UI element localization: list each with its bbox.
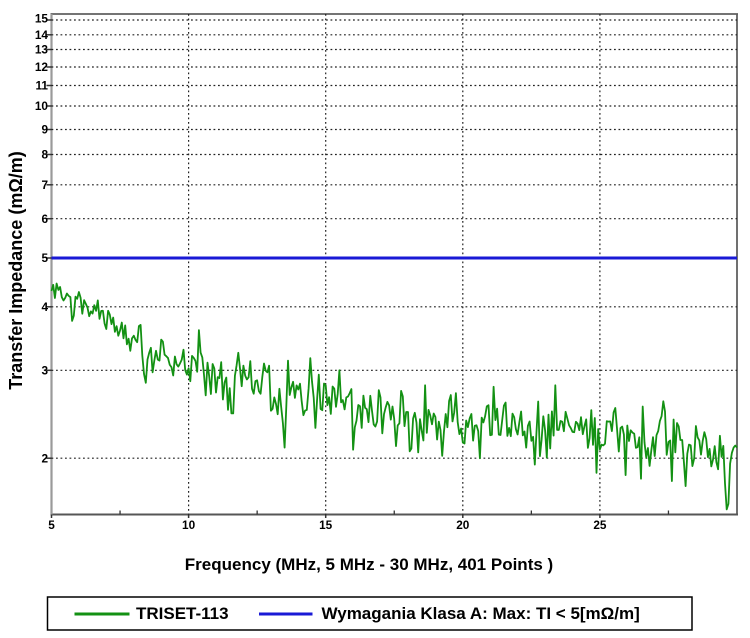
svg-text:15: 15 (319, 518, 333, 532)
svg-text:5: 5 (41, 251, 48, 265)
svg-text:2: 2 (41, 451, 48, 465)
svg-text:6: 6 (41, 212, 48, 226)
svg-text:12: 12 (35, 60, 49, 74)
svg-text:15: 15 (35, 12, 49, 26)
svg-text:Transfer Impedance (mΩ/m): Transfer Impedance (mΩ/m) (6, 151, 26, 390)
svg-text:10: 10 (35, 99, 49, 113)
svg-text:7: 7 (41, 178, 48, 192)
svg-text:8: 8 (41, 148, 48, 162)
svg-text:Frequency (MHz, 5 MHz - 30 MHz: Frequency (MHz, 5 MHz - 30 MHz, 401 Poin… (185, 555, 553, 574)
svg-text:TRISET-113: TRISET-113 (136, 604, 229, 623)
svg-text:9: 9 (41, 123, 48, 137)
svg-text:10: 10 (182, 518, 196, 532)
svg-text:13: 13 (35, 43, 49, 57)
svg-text:14: 14 (35, 28, 49, 42)
svg-text:5: 5 (48, 518, 55, 532)
svg-text:4: 4 (41, 300, 48, 314)
svg-text:11: 11 (36, 79, 49, 93)
svg-text:25: 25 (593, 518, 607, 532)
svg-text:20: 20 (456, 518, 470, 532)
svg-text:Wymagania Klasa A: Max: TI < 5: Wymagania Klasa A: Max: TI < 5[mΩ/m] (322, 604, 640, 623)
svg-text:3: 3 (41, 364, 48, 378)
